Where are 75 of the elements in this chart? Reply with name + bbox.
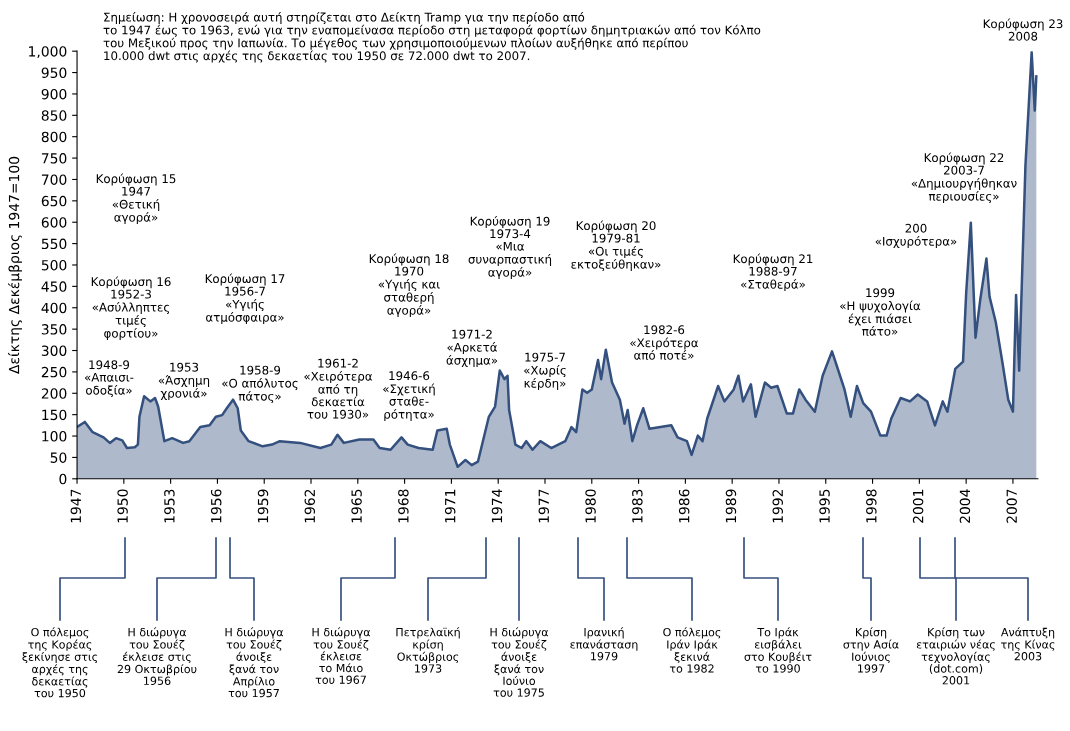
y-axis-title: Δείκτης Δεκέμβριος 1947=100 <box>7 156 22 374</box>
text: Κορύφωση 23 2008 <box>983 18 1063 41</box>
annotation: 1948-9 «Απαισι- οδοξία» <box>84 360 134 397</box>
text: Η διώρυγα του Σουέζ άνοιξε ξανά τον Ιούνιο του 1975 <box>490 627 549 697</box>
x-tick-label: 1956 <box>210 489 222 523</box>
y-tick-label: 300 <box>41 345 67 356</box>
text: Πετρελαϊκή κρίση Οκτώβριος 1973 <box>396 627 460 673</box>
y-tick-label: 500 <box>41 259 67 271</box>
y-tick-label: 700 <box>41 174 67 185</box>
y-tick-label: 150 <box>42 409 67 421</box>
text: Η διώρυγα του Σουέζ έκλεισε το Μάιο του 1967 <box>312 627 371 684</box>
x-tick-label: 1971 <box>444 489 456 523</box>
annotation: Κορύφωση 15 1947 «Θετική αγορά» <box>96 173 176 224</box>
text: Κρίση στην Ασία Ιούνιος 1997 <box>843 627 899 673</box>
x-tick-label: 1968 <box>398 489 409 523</box>
y-tick-label: 250 <box>41 366 67 378</box>
x-tick-label: 1989 <box>725 489 737 523</box>
y-tick-label: 600 <box>41 217 67 228</box>
annotation: 1946-6 «Σχετική σταθε- ρότητα» <box>383 371 435 421</box>
annotation: Κορύφωση 19 1973-4 «Μια συναρπαστική αγορά» <box>468 216 552 279</box>
y-tick-label: 200 <box>41 388 67 399</box>
annotation: Κορύφωση 21 1988-97 «Σταθερά» <box>733 253 813 291</box>
x-tick-label: 1977 <box>538 489 550 523</box>
text: Ο πόλεμος της Κορέας ξεκίνησε στις αρχές της δεκαετίας του 1950 <box>22 627 98 698</box>
annotation: 1961-2 «Χειρότερα από τη δεκαετία του 1930» <box>304 358 373 419</box>
annotation: Κορύφωση 18 1970 «Υγιής και σταθερή αγορά» <box>369 253 449 317</box>
y-tick-label: 0 <box>59 473 67 485</box>
y-tick-label: 100 <box>42 431 67 442</box>
text: Κρίση των εταιριών νέας τεχνολογίας (dot.com) 2001 <box>916 627 995 685</box>
x-tick-label: 1962 <box>304 489 316 523</box>
annotation: Κορύφωση 16 1952-3 «Ασύλληπτες τιμές φορτίου» <box>91 276 171 340</box>
annotation: Σημείωση: Η χρονοσειρά αυτή στηρίζεται στο Δείκτη Tramp για την περίοδο από το 1947 έως το 1963, ενώ για την εναπομείνασα περίοδο στη μεταφορά φορτίων δημητριακών από τον Κόλπο του Μεξικού προς την Ιαπωνία. Το μέγεθος των χρησιμοποιούμενων πλοίων αυξήθηκε από περίπου 10.000 dwt στις αρχές της δεκαετίας του 1950 σε 72.000 dwt το 2007. <box>103 12 761 63</box>
y-tick-label: 650 <box>41 195 67 207</box>
y-tick-label: 950 <box>41 67 67 79</box>
annotation: 1975-7 «Χωρίς κέρδη» <box>524 352 566 390</box>
x-tick-label: 1995 <box>819 489 830 523</box>
y-tick-label: 850 <box>41 110 67 121</box>
x-tick-label: 1953 <box>164 489 175 523</box>
text: Ανάπτυξη της Κίνας 2003 <box>1001 627 1055 661</box>
x-tick-label: 1992 <box>772 489 783 523</box>
y-tick-label: 550 <box>41 238 67 250</box>
y-tick-label: 750 <box>41 153 67 164</box>
y-tick-label: 400 <box>41 302 67 314</box>
annotation: 1982-6 «Χειρότερα από ποτέ» <box>630 325 699 360</box>
x-tick-label: 1947 <box>70 489 82 523</box>
x-tick-label: 1974 <box>491 489 503 523</box>
annotation: 1999 «Η ψυχολογία έχει πιάσει πάτο» <box>840 288 921 336</box>
text: Η διώρυγα του Σουέζ άνοιξε ξανά τον Απρίλιο του 1957 <box>225 627 284 698</box>
annotation: Κορύφωση 22 2003-7 «Δημιουργήθηκαν περιουσίες» <box>911 152 1017 203</box>
text: Η διώρυγα του Σουέζ έκλεισε στις 29 Οκτωβρίου 1956 <box>117 627 197 685</box>
x-tick-label: 2001 <box>912 489 924 523</box>
y-tick-label: 450 <box>41 281 67 292</box>
y-tick-label: 900 <box>41 88 67 100</box>
y-tick-label: 50 <box>50 452 67 463</box>
x-tick-label: 1998 <box>866 489 877 523</box>
text: Ο πόλεμος Ιράν Ιράκ ξεκινά το 1982 <box>663 627 721 673</box>
annotation: 1958-9 «Ο απόλυτος πάτος» <box>222 365 298 403</box>
annotation: 1971-2 «Αρκετά άσχημα» <box>446 329 498 367</box>
annotation: 1953 «Άσχημη χρονιά» <box>158 362 210 400</box>
annotation: Κορύφωση 20 1979-81 «Οι τιμές εκτοξεύθηκαν» <box>571 220 661 271</box>
x-tick-label: 1983 <box>632 489 643 523</box>
x-tick-label: 1965 <box>351 489 362 523</box>
x-tick-label: 1959 <box>257 489 269 523</box>
text: Ιρανική επανάσταση 1979 <box>570 627 638 661</box>
y-tick-label: 800 <box>41 131 67 143</box>
x-tick-label: 1950 <box>117 489 128 523</box>
x-tick-label: 2004 <box>959 489 971 523</box>
x-tick-label: 1980 <box>585 489 596 523</box>
annotation: 200 «Ισχυρότερα» <box>875 223 957 248</box>
x-tick-label: 2007 <box>1006 489 1017 523</box>
y-tick-label: 350 <box>41 324 67 335</box>
x-tick-label: 1986 <box>678 489 690 523</box>
annotation: Κορύφωση 17 1956-7 «Υγιής ατμόσφαιρα» <box>205 273 285 324</box>
y-tick-label: 1,000 <box>29 46 67 59</box>
text: Το Ιράκ εισβάλει στο Κουβέιτ το 1990 <box>744 627 812 673</box>
